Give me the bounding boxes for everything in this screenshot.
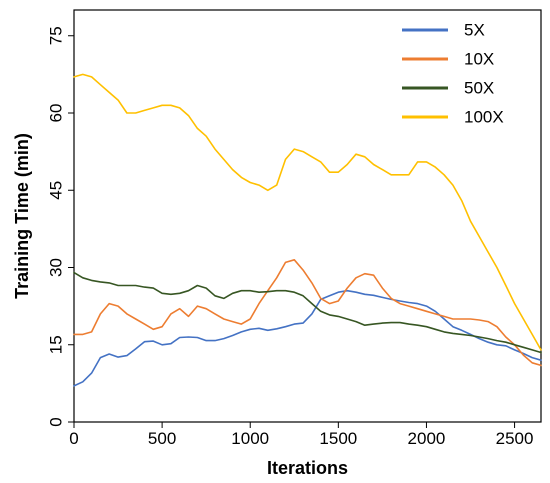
x-tick-label: 2000 <box>408 429 446 448</box>
series-line-10x <box>73 259 542 367</box>
x-tick-label: 1000 <box>231 429 269 448</box>
plot-area-frame <box>73 9 542 423</box>
x-tick-label: 1500 <box>319 429 357 448</box>
y-tick-label: 15 <box>47 335 66 354</box>
y-tick-label: 45 <box>47 181 66 200</box>
legend-label-5x: 5X <box>464 21 485 40</box>
y-tick-label: 60 <box>47 104 66 123</box>
y-tick-label: 30 <box>47 258 66 277</box>
x-tick-label: 500 <box>148 429 176 448</box>
x-tick-label: 0 <box>69 429 78 448</box>
legend-label-10x: 10X <box>464 50 494 69</box>
y-tick-label: 0 <box>47 417 66 426</box>
series-line-5x <box>73 289 542 387</box>
y-tick-label: 75 <box>47 26 66 45</box>
series-line-50x <box>73 271 542 354</box>
legend-label-100x: 100X <box>464 108 504 127</box>
legend-label-50x: 50X <box>464 79 494 98</box>
y-axis-title: Training Time (min) <box>12 133 32 299</box>
series-line-100x <box>73 73 542 351</box>
x-tick-label: 2500 <box>496 429 534 448</box>
x-axis-title: Iterations <box>267 458 348 478</box>
